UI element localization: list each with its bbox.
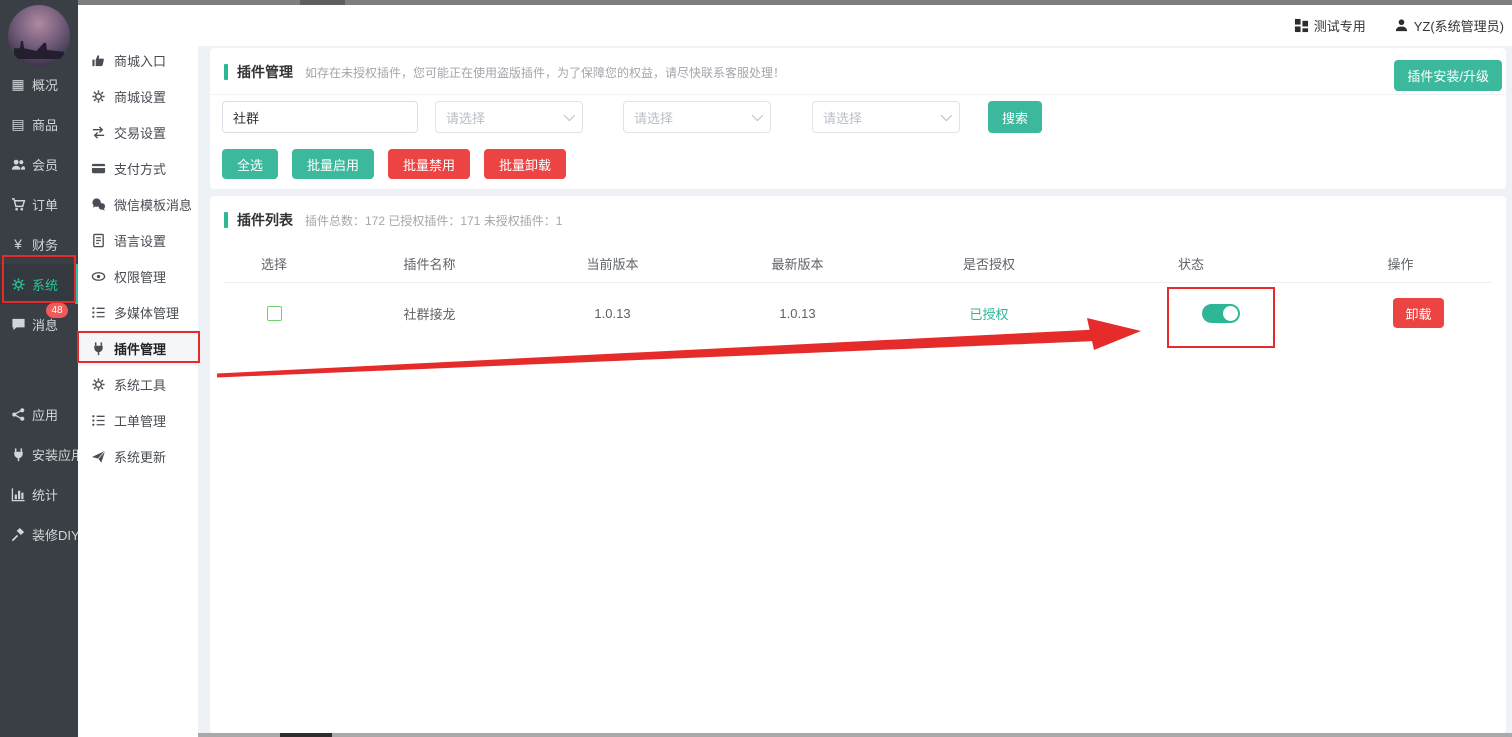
latest-version: 1.0.13 [779,305,816,321]
send-icon [91,449,106,464]
apps-icon [10,406,26,422]
document-icon [91,233,106,248]
thumb-up-icon [91,53,106,68]
section-accent-bar [224,64,228,80]
search-button[interactable]: 搜索 [988,101,1042,133]
sidebar-item-diy[interactable]: 装修DIY [0,514,80,554]
user-label: YZ(系统管理员) [1413,19,1504,34]
sidebar-item-orders[interactable]: 订单 [0,184,78,224]
row-checkbox[interactable] [266,305,282,321]
submenu-item-system-tools[interactable]: 系统工具 [78,366,198,402]
credit-card-icon [91,161,106,176]
table-row: 社群接龙 1.0.13 1.0.13 已授权 卸载 [210,283,1506,343]
scrollbar-thumb[interactable] [280,733,332,737]
chevron-down-icon [563,109,576,122]
user-menu[interactable]: YZ(系统管理员) [1394,16,1504,35]
sidebar-item-members[interactable]: 会员 [0,144,78,184]
current-version: 1.0.13 [594,305,631,321]
table-header: 选择 插件名称 当前版本 最新版本 是否授权 状态 操作 [260,256,1414,272]
batch-actions-row: 全选 批量启用 批量禁用 批量卸载 [222,149,567,179]
submenu-item-system-update[interactable]: 系统更新 [78,438,198,474]
authorized-status: 已授权 [969,306,1009,322]
submenu-item-plugin-manage[interactable]: 插件管理 [78,330,198,366]
sidebar-item-apps[interactable]: 应用 [0,394,78,434]
chevron-down-icon [940,109,953,122]
list-title: 插件列表 [237,212,293,228]
sidebar-item-finance[interactable]: ¥ 财务 [0,224,78,264]
members-icon [10,156,26,172]
yen-icon: ¥ [14,236,22,252]
user-icon [1395,19,1407,32]
plugin-name: 社群接龙 [403,306,456,322]
plugin-manage-card: 插件管理 如存在未授权插件，您可能正在使用盗版插件，为了保障您的权益，请尽快联系… [210,48,1506,189]
batch-enable-button[interactable]: 批量启用 [292,149,375,179]
cart-icon [10,196,26,212]
system-submenu: 商城入口 商城设置 交易设置 支付方式 微信模板消息 [78,42,198,737]
keyword-input[interactable] [222,101,418,133]
bar-chart-icon [10,486,26,502]
submenu-item-trade-settings[interactable]: 交易设置 [78,114,198,150]
toggle-knob [1223,305,1238,321]
cogs-icon [10,276,26,292]
unauthorized-notice: 如存在未授权插件，您可能正在使用盗版插件，为了保障您的权益，请尽快联系客服处理！ [305,65,786,80]
submenu-item-payment-methods[interactable]: 支付方式 [78,150,198,186]
wechat-icon [91,197,106,212]
plug-icon [10,446,26,462]
sidebar-item-system[interactable]: 系统 [0,264,78,304]
goods-icon: ▤ [11,115,25,132]
eye-icon [91,269,106,284]
divider [210,94,1506,95]
sidebar-item-install-app[interactable]: 安装应用 [0,434,84,474]
sidebar-item-stats[interactable]: 统计 [0,474,78,514]
submenu-item-mall-settings[interactable]: 商城设置 [78,78,198,114]
submenu-item-work-orders[interactable]: 工单管理 [78,402,198,438]
list-icon [91,305,106,320]
horizontal-scrollbar[interactable] [0,733,1512,737]
filter-select-1[interactable]: 请选择 [435,101,583,133]
batch-uninstall-button[interactable]: 批量卸载 [484,149,567,179]
section-accent-bar [224,212,228,228]
select-all-button[interactable]: 全选 [222,149,279,179]
install-upgrade-button[interactable]: 插件安装/升级 [1394,60,1502,91]
list-icon [91,413,106,428]
hammer-icon [10,526,26,542]
submenu-item-media[interactable]: 多媒体管理 [78,294,198,330]
gear-icon [91,377,106,392]
uninstall-button[interactable]: 卸载 [1393,298,1444,328]
plugin-stats: 插件总数：172 已授权插件：171 未授权插件：1 [305,213,563,228]
search-filter-row: 请选择 请选择 请选择 搜索 [210,101,1506,133]
submenu-item-language[interactable]: 语言设置 [78,222,198,258]
submenu-item-mall-entry[interactable]: 商城入口 [78,42,198,78]
sidebar-item-goods[interactable]: ▤ 商品 [11,115,59,133]
shop-avatar[interactable] [8,5,70,67]
browser-top-strip [78,0,1512,5]
grid-icon [1294,18,1308,33]
plugin-list-card: 插件列表 插件总数：172 已授权插件：171 未授权插件：1 选择 插件名称 … [210,196,1506,733]
submenu-item-permissions[interactable]: 权限管理 [78,258,198,294]
status-toggle[interactable] [1202,303,1240,323]
chevron-down-icon [751,109,764,122]
workspace-switcher[interactable]: 测试专用 [1294,16,1366,35]
overview-icon: ▦ [11,75,25,92]
chat-icon [10,316,26,332]
exchange-icon [91,125,106,140]
main-sidebar: ▦ 概况 ▤ 商品 会员 订单 ¥ 财务 [0,0,84,737]
filter-select-3[interactable]: 请选择 [812,101,960,133]
batch-disable-button[interactable]: 批量禁用 [388,149,471,179]
sidebar-item-overview[interactable]: ▦ 概况 [11,75,59,93]
top-header: 测试专用 YZ(系统管理员) [78,5,1512,46]
plug-icon [91,341,106,356]
workspace-label: 测试专用 [1313,19,1366,34]
filter-select-2[interactable]: 请选择 [623,101,771,133]
gear-icon [91,89,106,104]
page-title: 插件管理 [237,64,293,80]
divider [224,282,1492,283]
message-count-badge: 48 [46,303,68,318]
submenu-item-wechat-template[interactable]: 微信模板消息 [78,186,198,222]
sidebar-item-messages[interactable]: 消息 [0,304,78,344]
